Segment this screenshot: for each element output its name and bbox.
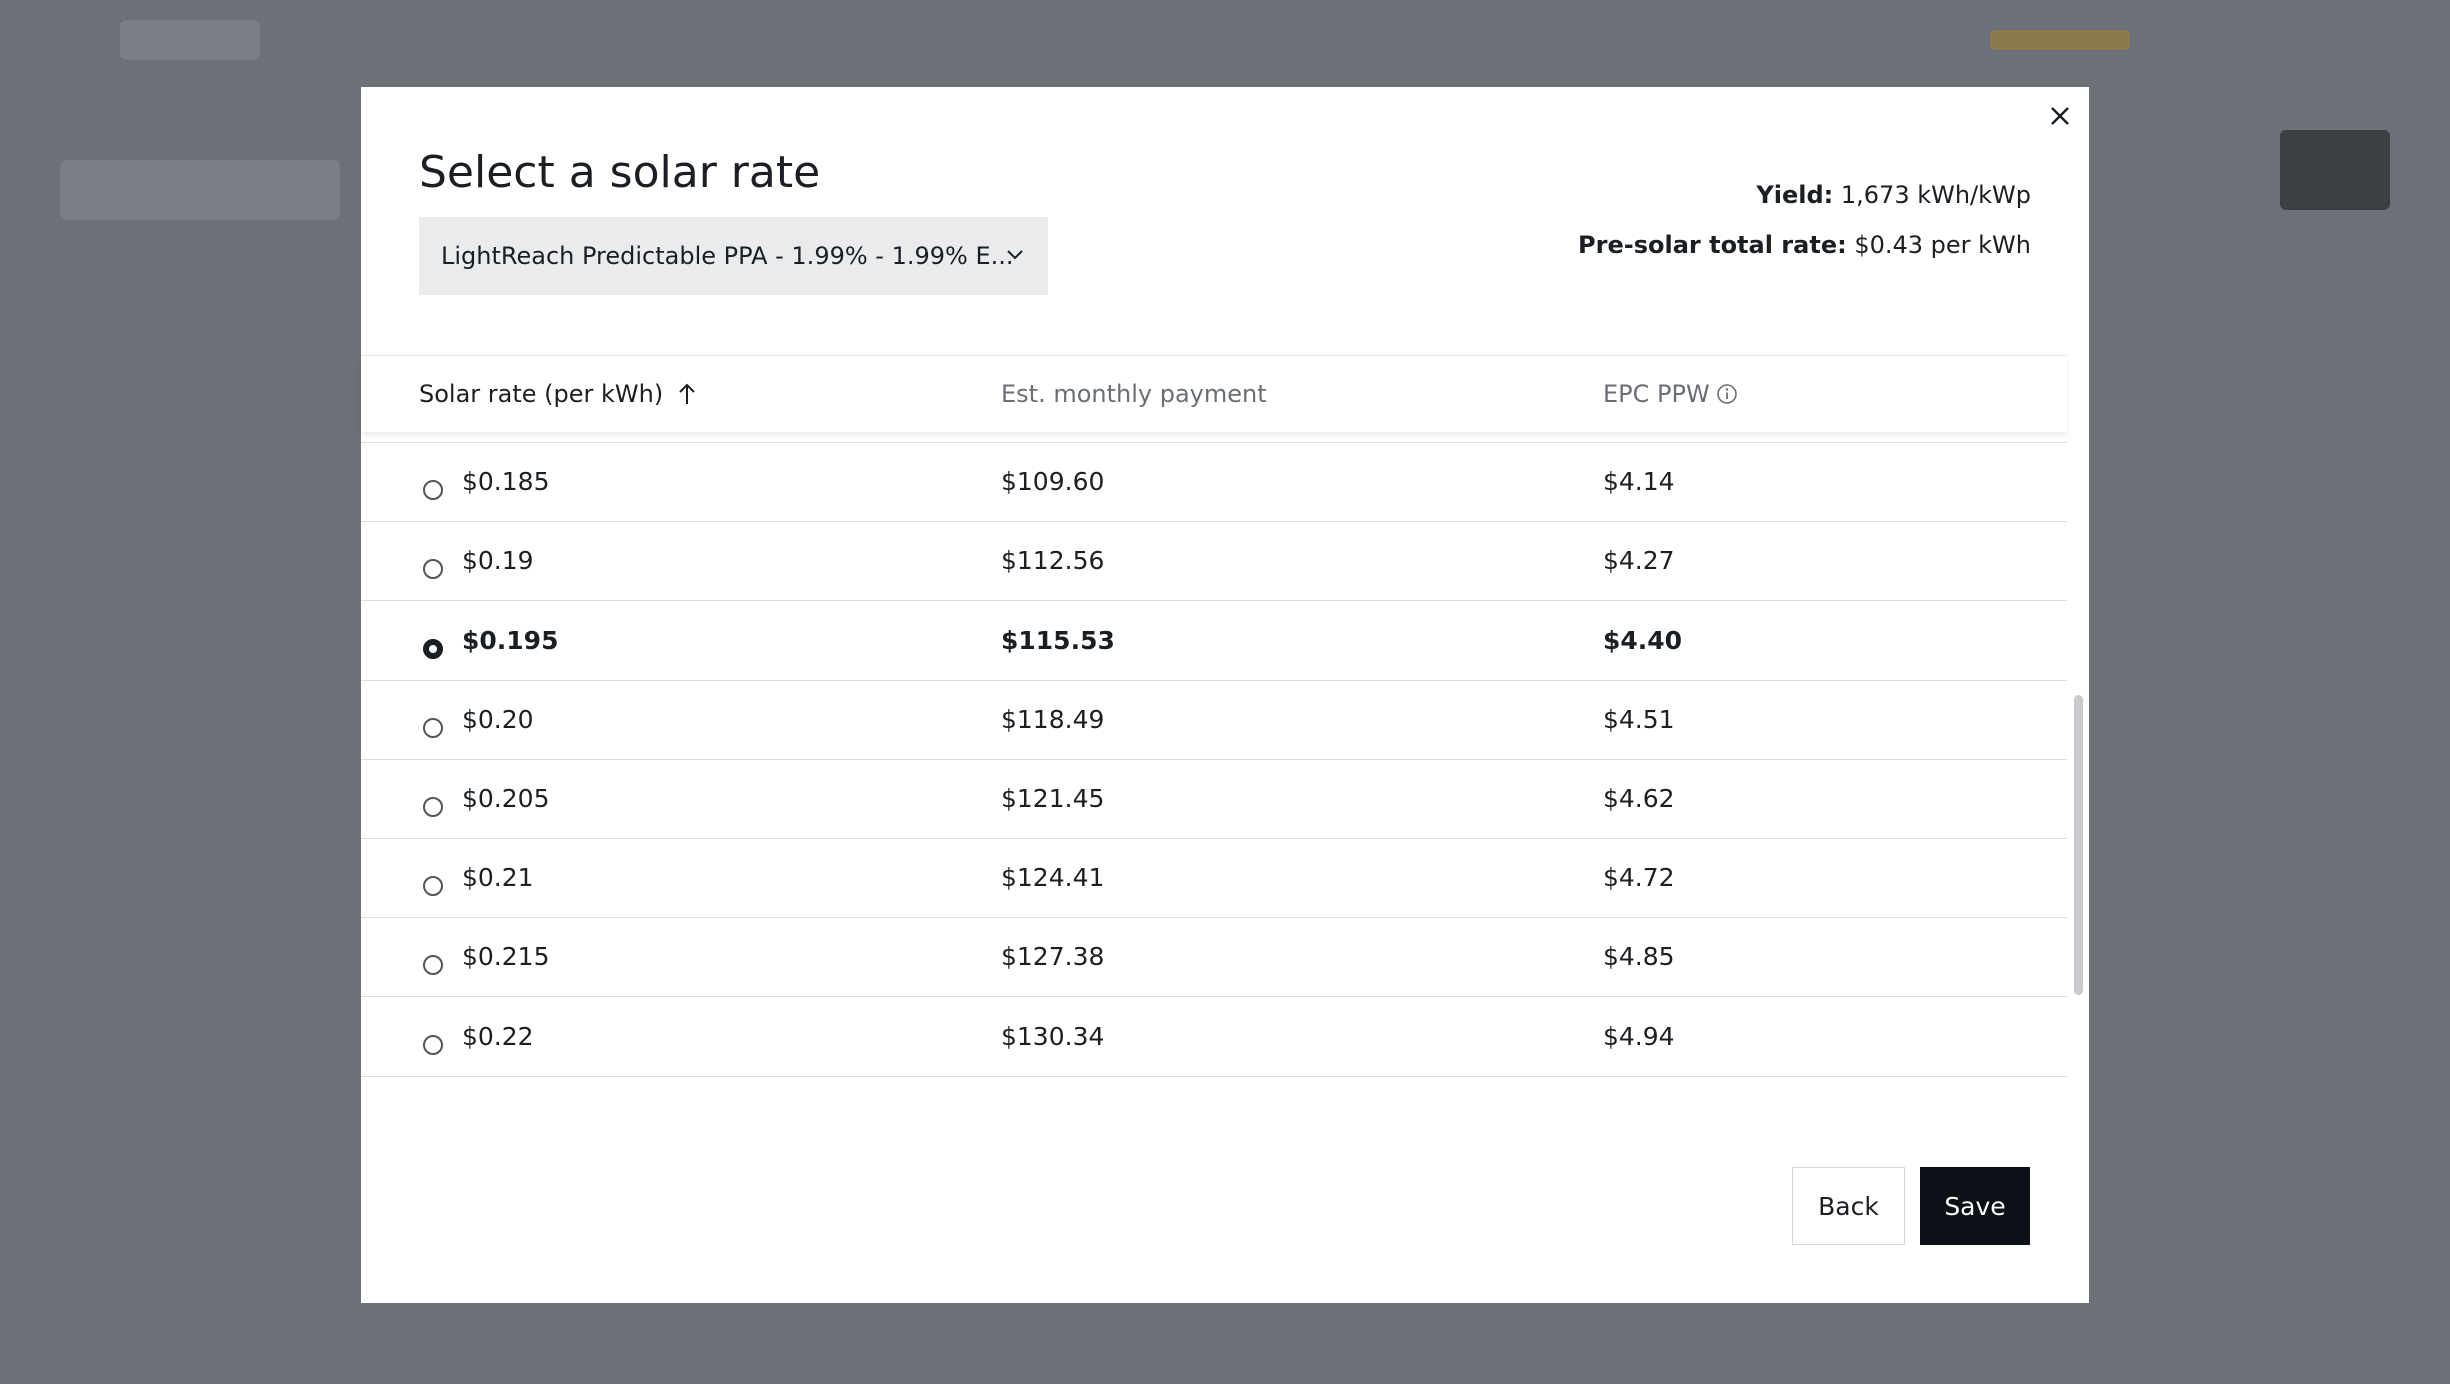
- yield: Yield: 1,673 kWh/kWp: [1756, 181, 2031, 209]
- back-button[interactable]: Back: [1792, 1167, 1905, 1245]
- modal: Select a solar rate LightReach Predictab…: [361, 87, 2089, 1303]
- table-body: $0.18$106.64$4.01 $0.185 $109.60 $4.14 $0.19…: [361, 431, 2067, 1161]
- radio[interactable]: [423, 480, 443, 501]
- info-icon[interactable]: [1716, 383, 1738, 405]
- cell: $0.215: [462, 942, 550, 972]
- sort-arrow: [679, 383, 695, 404]
- bg-button: [2280, 130, 2390, 210]
- cell: $0.22: [462, 1021, 534, 1051]
- chevron: [1007, 250, 1023, 260]
- cell: $4.72: [1603, 863, 1675, 893]
- cell: $4.94: [1603, 1021, 1675, 1051]
- cell: $0.205: [462, 784, 550, 813]
- scrollbar[interactable]: [2074, 695, 2083, 995]
- save-button[interactable]: Save: [1920, 1167, 2030, 1245]
- close-button[interactable]: [2050, 106, 2070, 126]
- cell: $0.185: [462, 467, 550, 497]
- cell: $4.62: [1603, 784, 1675, 813]
- radio[interactable]: [423, 559, 443, 580]
- rate-row[interactable]: $0.195 $115.53 $4.40: [361, 601, 2067, 681]
- cell: $121.45: [1001, 784, 1105, 813]
- radio[interactable]: [423, 797, 443, 817]
- cell: $109.60: [1001, 467, 1105, 497]
- rate-row[interactable]: $0.185 $109.60 $4.14: [361, 442, 2067, 523]
- yield-value: 1,673 kWh/kWp: [1840, 181, 2031, 209]
- cell: $4.85: [1603, 942, 1675, 972]
- radio[interactable]: [423, 955, 443, 976]
- cell: $115.53: [1001, 625, 1115, 655]
- rate-row[interactable]: $0.20 $118.49 $4.51: [361, 680, 2067, 760]
- pre-solar-value: $0.43 per kWh: [1854, 231, 2031, 259]
- radio[interactable]: [423, 876, 443, 897]
- column-header[interactable]: Est. monthly payment: [1001, 356, 1267, 432]
- cell: $112.56: [1001, 546, 1105, 576]
- cell: $4.51: [1603, 704, 1675, 734]
- column-header[interactable]: Solar rate (per kWh): [419, 356, 697, 432]
- radio[interactable]: [423, 638, 443, 659]
- table-header: Solar rate (per kWh) Est. monthly payment…: [361, 355, 2067, 432]
- modal-title: Select a solar rate: [419, 147, 821, 198]
- pre-solar-label: Pre-solar total rate:: [1578, 231, 1847, 259]
- cell: $0.195: [462, 625, 559, 655]
- cell: $4.40: [1603, 625, 1683, 655]
- pre-solar-rate: Pre-solar total rate: $0.43 per kWh: [1578, 231, 2031, 259]
- bg-logo: [120, 20, 260, 60]
- cell: $124.41: [1001, 863, 1105, 893]
- cell: $0.19: [462, 546, 534, 576]
- column-header-text: Solar rate (per kWh): [419, 380, 664, 408]
- rate-row[interactable]: $0.215 $127.38 $4.85: [361, 917, 2067, 998]
- rate-row[interactable]: $0.205 $121.45 $4.62: [361, 759, 2067, 839]
- rate-dropdown[interactable]: LightReach Predictable PPA - 1.99% - 1.9…: [419, 217, 1048, 295]
- radio[interactable]: [423, 717, 443, 738]
- bg-heading: [60, 160, 340, 220]
- cell: $0.20: [462, 704, 534, 734]
- column-header-text: Est. monthly payment: [1001, 380, 1267, 408]
- cell: $0.21: [462, 863, 534, 893]
- cell: $4.14: [1603, 467, 1675, 497]
- cell: $118.49: [1001, 704, 1105, 734]
- column-header-text: EPC PPW: [1603, 380, 1710, 408]
- dropdown-text: LightReach Predictable PPA - 1.99% - 1.9…: [441, 242, 1014, 270]
- bg-badge: [1990, 30, 2130, 50]
- radio[interactable]: [423, 1034, 443, 1055]
- cell: $127.38: [1001, 942, 1105, 972]
- rate-row[interactable]: $0.19 $112.56 $4.27: [361, 521, 2067, 602]
- cell: $4.27: [1603, 546, 1675, 576]
- rate-row[interactable]: $0.21 $124.41 $4.72: [361, 838, 2067, 919]
- rate-row[interactable]: $0.22 $130.34 $4.94: [361, 997, 2067, 1077]
- cell: $130.34: [1001, 1021, 1105, 1051]
- rate-row[interactable]: $0.18$106.64$4.01: [361, 431, 2067, 443]
- column-header[interactable]: EPC PPW: [1603, 356, 1738, 432]
- yield-label: Yield:: [1756, 181, 1834, 209]
